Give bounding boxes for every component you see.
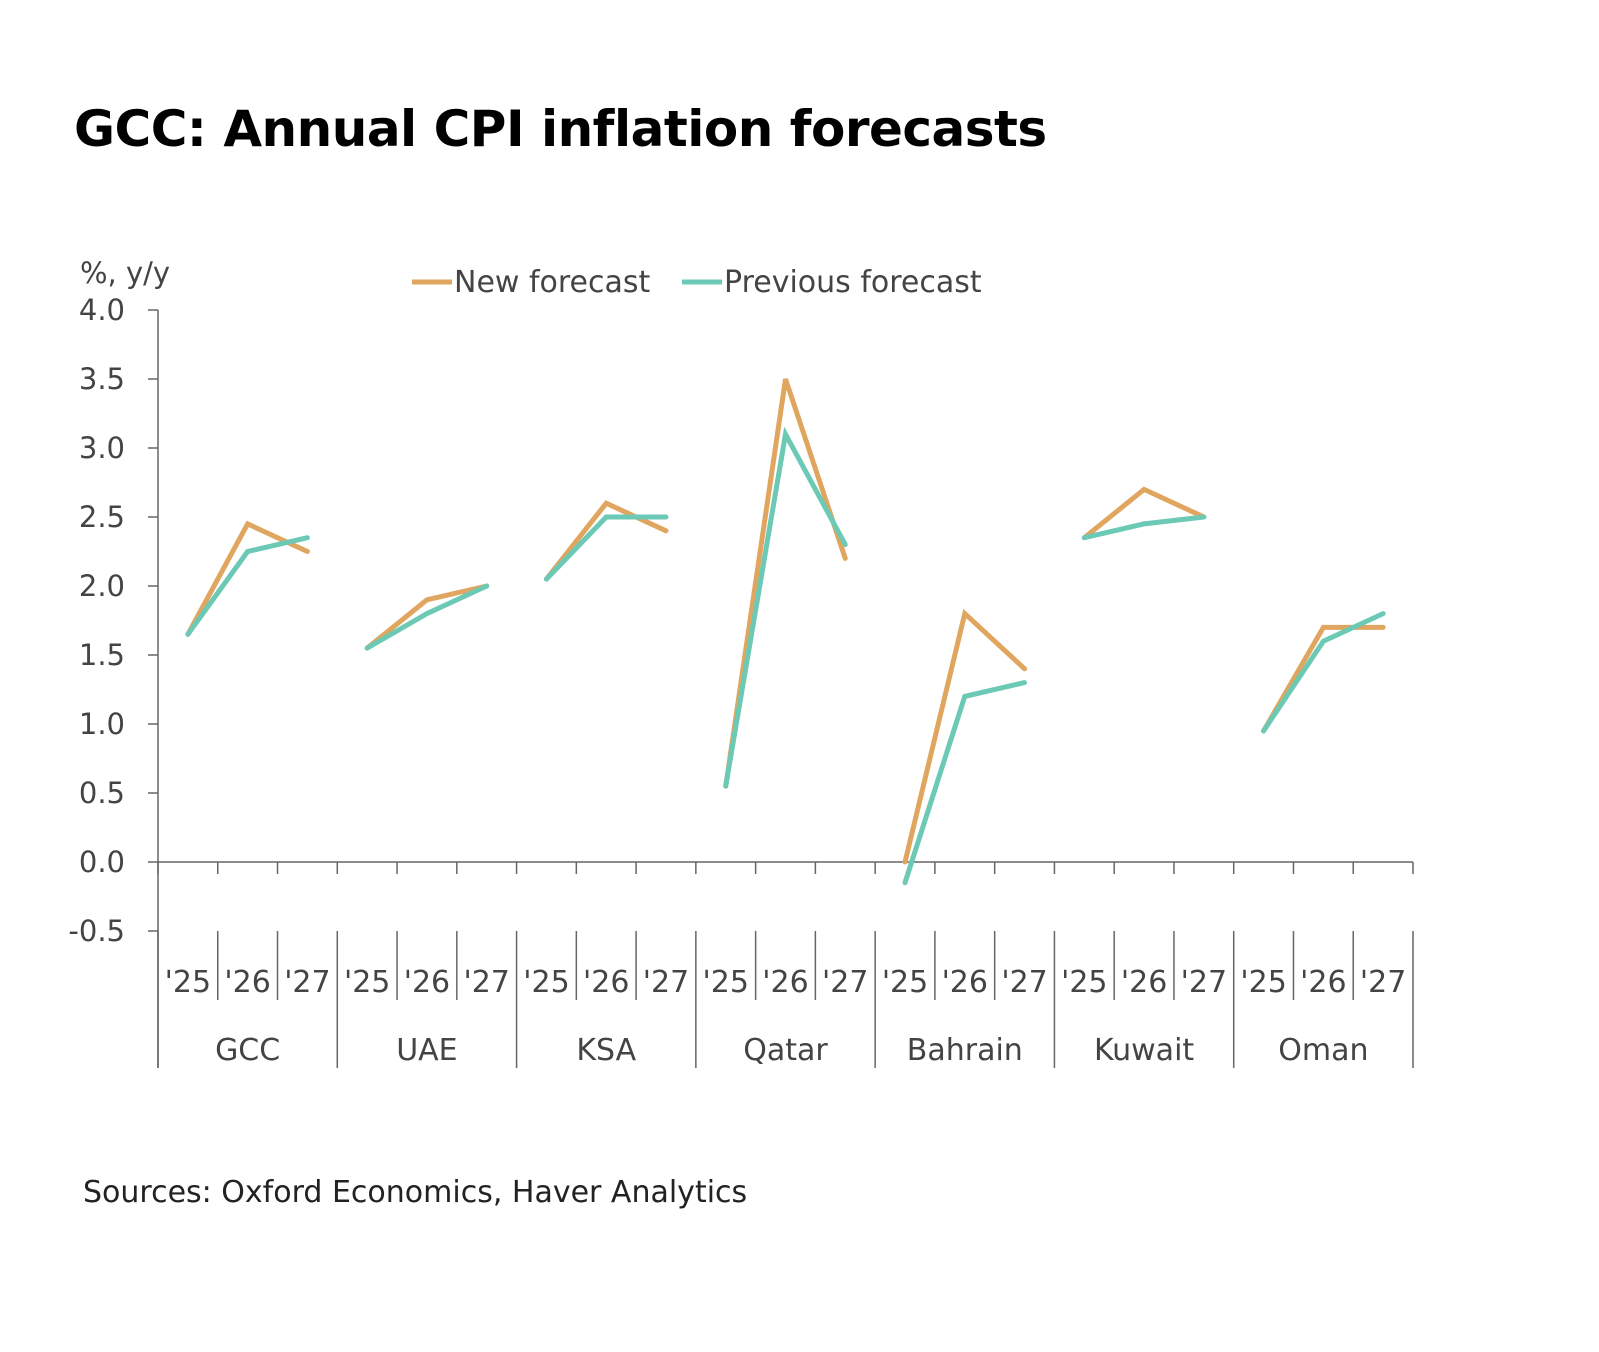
year-label: '25 — [165, 965, 211, 1000]
year-label: '27 — [463, 965, 509, 1000]
series-line-previous-qatar — [723, 426, 848, 789]
series-line-new-qatar — [723, 378, 848, 789]
year-label: '27 — [1360, 965, 1406, 1000]
series-line-new-ksa — [543, 500, 669, 582]
y-tick-label: 1.5 — [79, 638, 125, 672]
year-label: '25 — [882, 965, 928, 1000]
group-label: KSA — [576, 1033, 636, 1068]
group-label: Oman — [1278, 1033, 1368, 1068]
y-tick-label: 2.5 — [79, 500, 125, 534]
year-label: '26 — [762, 965, 808, 1000]
year-label: '26 — [583, 965, 629, 1000]
y-tick-label: 1.0 — [79, 707, 125, 741]
legend-label: New forecast — [454, 265, 651, 300]
y-tick-label: 3.0 — [79, 431, 125, 465]
chart-title: GCC: Annual CPI inflation forecasts — [74, 100, 1047, 158]
group-label: Qatar — [743, 1033, 828, 1068]
year-label: '26 — [1121, 965, 1167, 1000]
year-label: '26 — [942, 965, 988, 1000]
year-label: '25 — [1061, 965, 1107, 1000]
series-line-previous-uae — [364, 583, 490, 651]
group-label: UAE — [396, 1033, 457, 1068]
series-line-new-kuwait — [1081, 486, 1207, 541]
y-tick-label: 0.5 — [79, 776, 125, 810]
year-label: '25 — [703, 965, 749, 1000]
group-label: Kuwait — [1094, 1033, 1194, 1068]
y-tick-label: -0.5 — [68, 914, 125, 948]
series-line-previous-bahrain — [902, 680, 1028, 886]
y-tick-label: 0.0 — [79, 845, 125, 879]
year-label: '27 — [284, 965, 330, 1000]
year-label: '25 — [1240, 965, 1286, 1000]
legend-label: Previous forecast — [724, 265, 982, 300]
series-line-new-uae — [364, 583, 490, 651]
group-label: Bahrain — [907, 1033, 1023, 1068]
year-label: '27 — [1001, 965, 1047, 1000]
group-label: GCC — [215, 1033, 280, 1068]
year-label: '26 — [404, 965, 450, 1000]
year-label: '25 — [523, 965, 569, 1000]
year-label: '26 — [1300, 965, 1346, 1000]
series-line-previous-oman — [1261, 611, 1386, 734]
year-label: '26 — [224, 965, 270, 1000]
y-tick-label: 2.0 — [79, 569, 125, 603]
series-line-previous-gcc — [185, 535, 310, 637]
series-line-previous-ksa — [543, 514, 669, 582]
source-note: Sources: Oxford Economics, Haver Analyti… — [83, 1175, 748, 1210]
y-tick-label: 4.0 — [79, 293, 125, 327]
y-tick-label: 3.5 — [79, 362, 125, 396]
series-line-new-bahrain — [902, 608, 1028, 865]
year-label: '27 — [1181, 965, 1227, 1000]
year-label: '25 — [344, 965, 390, 1000]
series-line-new-oman — [1261, 624, 1386, 734]
series-line-previous-kuwait — [1081, 514, 1207, 541]
y-axis-label: %, y/y — [80, 256, 170, 290]
year-label: '27 — [822, 965, 868, 1000]
year-label: '27 — [643, 965, 689, 1000]
